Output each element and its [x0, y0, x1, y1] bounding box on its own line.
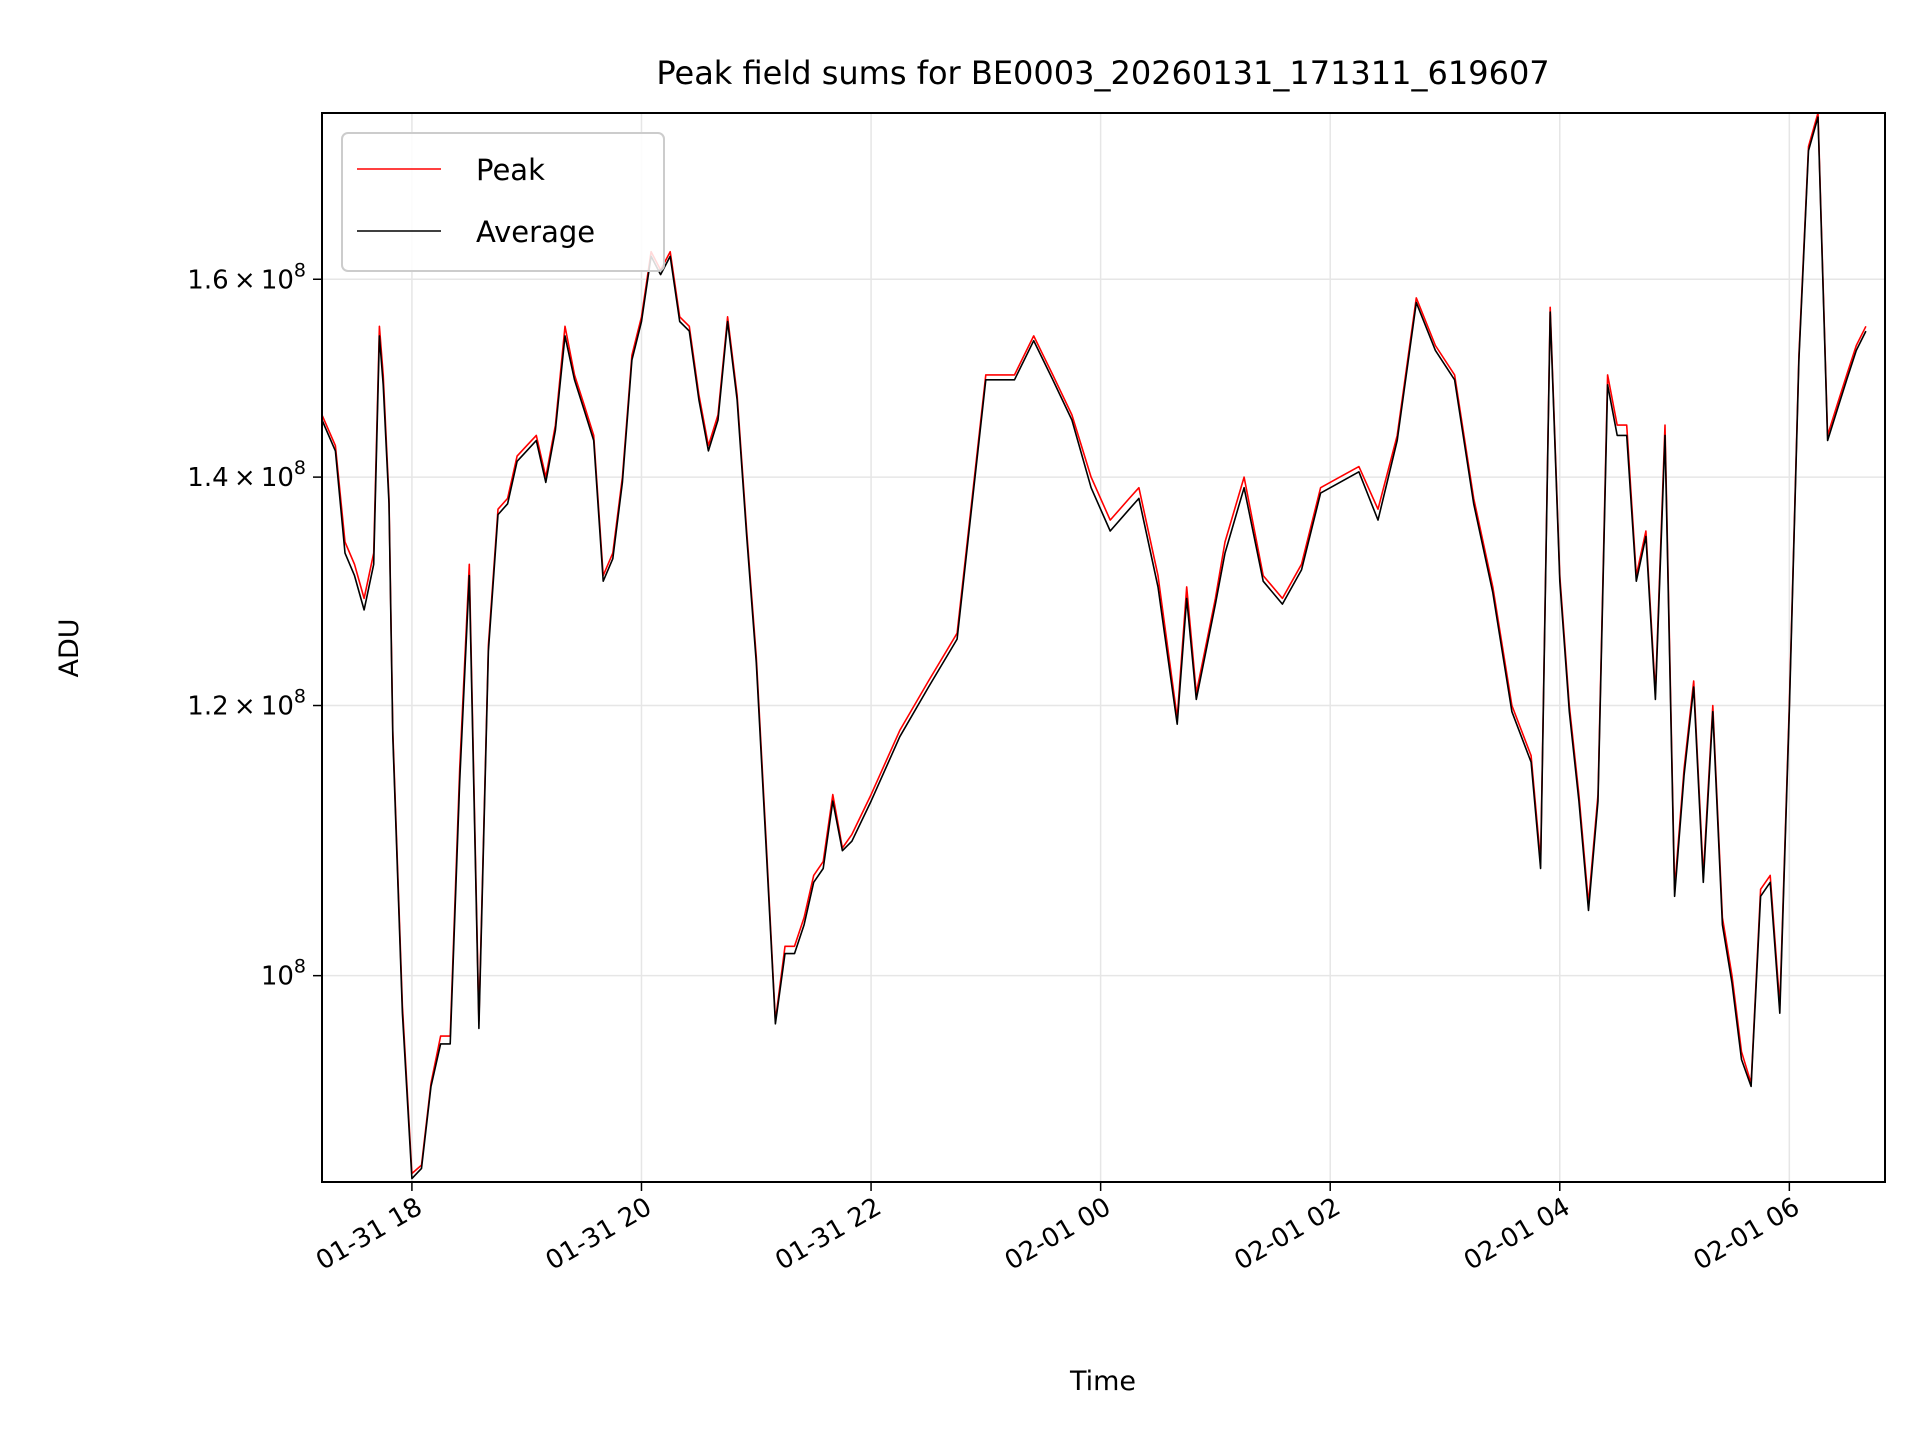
y-tick-label: 108: [261, 956, 306, 992]
series-line-average: [321, 116, 1867, 1180]
legend: Peak Average: [341, 132, 665, 272]
plot-frame: [321, 112, 1886, 1183]
y-axis-label: ADU: [54, 618, 85, 677]
y-axis: 108 1.2 × 108 1.4 × 108 1.6 × 108: [187, 259, 322, 992]
legend-label-peak: Peak: [476, 153, 545, 187]
chart-title: Peak field sums for BE0003_20260131_1713…: [656, 54, 1549, 92]
y-tick-label: 1.2 × 108: [187, 686, 306, 722]
y-tick-label: 1.4 × 108: [187, 457, 306, 493]
x-axis-label: Time: [1069, 1366, 1136, 1397]
legend-box: [341, 132, 665, 272]
series-lines: [321, 112, 1867, 1180]
legend-label-average: Average: [476, 215, 595, 249]
grid: [322, 113, 1885, 1182]
y-tick-label: 1.6 × 108: [187, 259, 306, 295]
